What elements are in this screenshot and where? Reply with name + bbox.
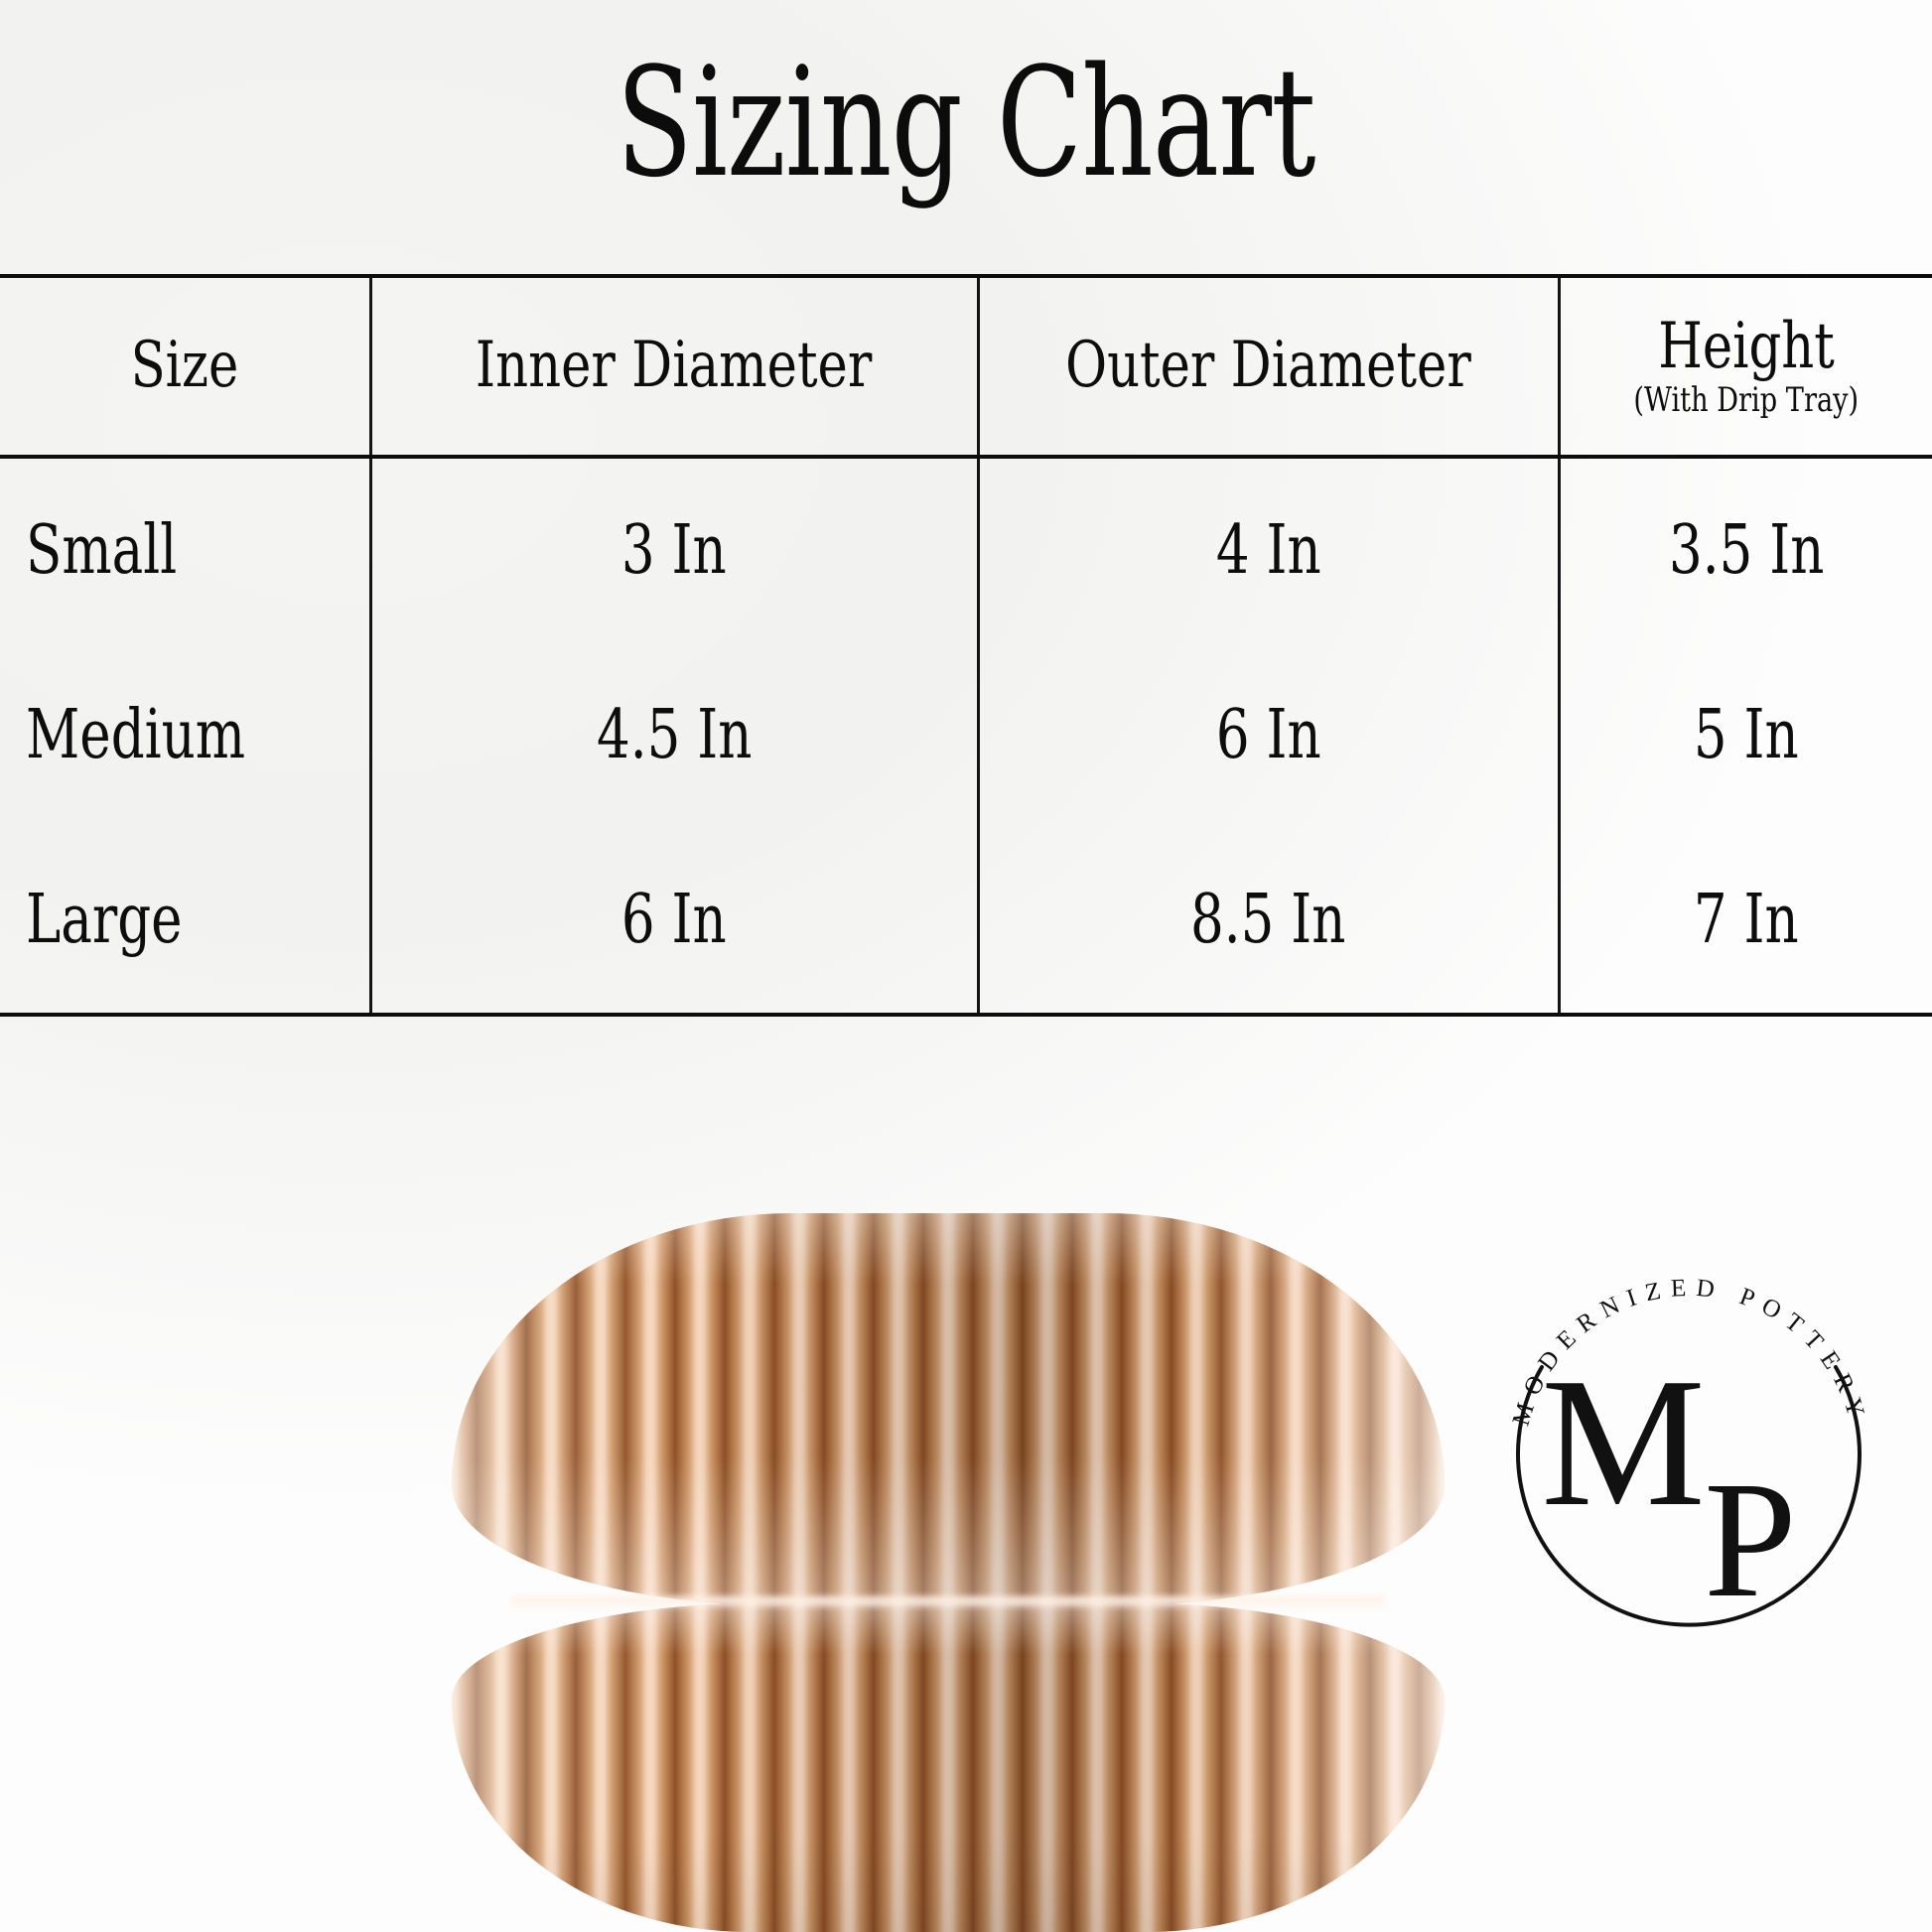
- column-header-size-label: Size: [130, 329, 239, 403]
- cell-size-medium: Medium: [0, 643, 370, 828]
- cell-height-medium-text: 5 In: [1693, 696, 1799, 774]
- cell-outer-medium-text: 6 In: [1215, 696, 1321, 774]
- planter-vertical-shading-lower: [452, 1602, 1445, 1932]
- cell-height-large-text: 7 In: [1693, 881, 1799, 959]
- column-header-height-subtitle: (With Drip Tray): [1633, 379, 1860, 420]
- cell-size-large-text: Large: [26, 881, 183, 959]
- logo-monogram-m: M: [1541, 1340, 1705, 1545]
- cell-inner-small: 3 In: [368, 457, 978, 643]
- cell-height-medium: 5 In: [1557, 643, 1932, 828]
- cell-inner-large-text: 6 In: [621, 881, 727, 959]
- cell-inner-medium-text: 4.5 In: [596, 696, 753, 774]
- cell-height-large: 7 In: [1557, 828, 1932, 1013]
- table-row: Large 6 In 8.5 In 7 In: [0, 828, 1932, 1013]
- brand-logo: MODERNIZED POTTERY M P: [1476, 1248, 1901, 1673]
- column-header-outer-diameter: Outer Diameter: [976, 278, 1559, 457]
- cell-inner-medium: 4.5 In: [368, 643, 978, 828]
- cell-size-medium-text: Medium: [26, 696, 246, 774]
- planter-vertical-shading-upper: [452, 1213, 1445, 1606]
- cell-outer-medium: 6 In: [976, 643, 1559, 828]
- sizing-table-container: Size Inner Diameter Outer Diameter Heigh…: [0, 274, 1932, 1017]
- cell-size-large: Large: [0, 828, 370, 1013]
- page-title-container: Sizing Chart: [0, 24, 1932, 222]
- cell-outer-large: 8.5 In: [976, 828, 1559, 1013]
- cell-height-small: 3.5 In: [1557, 457, 1932, 643]
- column-header-size: Size: [0, 278, 370, 457]
- planter-shading-upper: [452, 1213, 1445, 1606]
- cell-outer-small: 4 In: [976, 457, 1559, 643]
- cell-inner-large: 6 In: [368, 828, 978, 1013]
- logo-monogram-p: P: [1704, 1448, 1796, 1632]
- column-header-inner-diameter: Inner Diameter: [368, 278, 978, 457]
- cell-outer-small-text: 4 In: [1215, 511, 1321, 590]
- table-header-row: Size Inner Diameter Outer Diameter Heigh…: [0, 278, 1932, 457]
- column-header-height-label: Height: [1657, 309, 1835, 383]
- planter-lower-lobe: [452, 1602, 1445, 1932]
- planter-upper-lobe: [452, 1213, 1445, 1606]
- product-photo-planter: [452, 1213, 1445, 1932]
- table-row: Medium 4.5 In 6 In 5 In: [0, 643, 1932, 828]
- cell-size-small: Small: [0, 457, 370, 643]
- cell-inner-small-text: 3 In: [621, 511, 727, 590]
- page-title: Sizing Chart: [616, 35, 1316, 210]
- column-header-height: Height (With Drip Tray): [1557, 278, 1932, 457]
- cell-outer-large-text: 8.5 In: [1190, 881, 1346, 959]
- sizing-table: Size Inner Diameter Outer Diameter Heigh…: [0, 278, 1932, 1013]
- logo-circle-arc: [1516, 1365, 1862, 1627]
- table-header: Size Inner Diameter Outer Diameter Heigh…: [0, 278, 1932, 457]
- cell-size-small-text: Small: [26, 511, 178, 590]
- column-header-inner-diameter-label: Inner Diameter: [476, 329, 873, 403]
- column-header-outer-diameter-label: Outer Diameter: [1065, 329, 1471, 403]
- column-header-height-stack: Height (With Drip Tray): [1561, 309, 1932, 420]
- planter-waist-seam: [511, 1592, 1385, 1610]
- table-body: Small 3 In 4 In 3.5 In Medium: [0, 457, 1932, 1013]
- planter-shading-lower: [452, 1602, 1445, 1932]
- cell-height-small-text: 3.5 In: [1668, 511, 1824, 590]
- table-row: Small 3 In 4 In 3.5 In: [0, 457, 1932, 643]
